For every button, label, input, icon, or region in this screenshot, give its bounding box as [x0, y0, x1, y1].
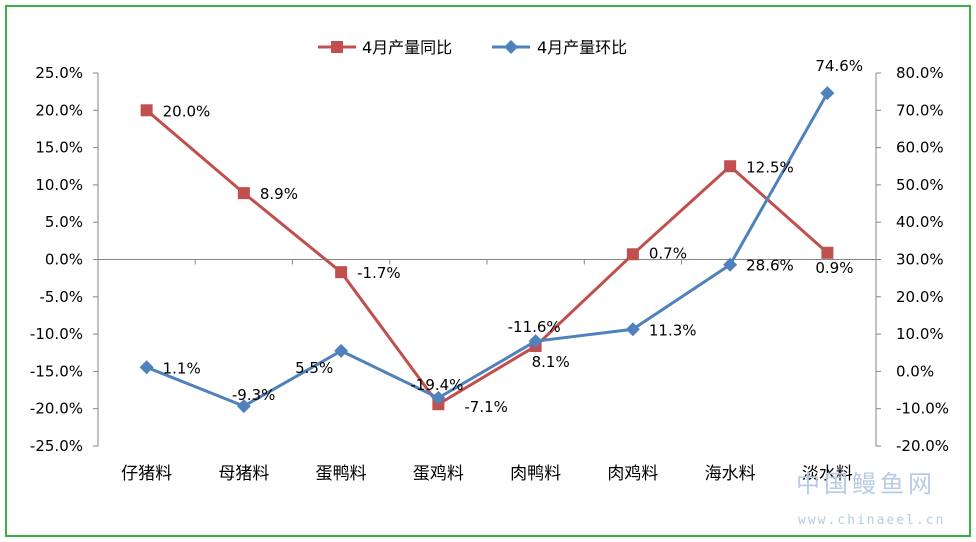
watermark-logo-text: 中国鳗鱼网 — [796, 470, 936, 498]
y-right-tick-label: 30.0% — [896, 251, 944, 269]
series-layer — [139, 86, 835, 414]
watermark: 中国鳗鱼网 www.chinaeel.cn — [796, 470, 945, 528]
y-left-tick-label: 5.0% — [45, 213, 83, 231]
legend: 4月产量同比 4月产量环比 — [318, 38, 627, 57]
series-line-yoy — [145, 109, 829, 406]
x-category-label: 肉鸡料 — [607, 464, 658, 484]
data-label-mom: 11.3% — [649, 321, 697, 339]
data-label-mom: 1.1% — [163, 359, 201, 377]
x-category-label: 肉鸭料 — [510, 464, 561, 484]
y-right-tick-label: -20.0% — [896, 437, 949, 455]
x-category-label: 海水料 — [705, 464, 756, 484]
data-label-mom: -7.1% — [464, 398, 508, 416]
y-left-tick-label: 25.0% — [35, 64, 83, 82]
x-category-label: 母猪料 — [218, 464, 269, 484]
data-point-mom — [431, 390, 446, 405]
y-left-tick-label: -5.0% — [39, 288, 83, 306]
data-label-yoy: 8.9% — [260, 185, 298, 203]
data-point-yoy — [140, 104, 153, 117]
data-point-yoy — [724, 160, 737, 173]
y-right-tick-label: 60.0% — [896, 139, 944, 157]
y-left-tick-label: 15.0% — [35, 139, 83, 157]
y-right-tick-label: 40.0% — [896, 213, 944, 231]
y-left-tick-label: 10.0% — [35, 176, 83, 194]
y-right-tick-label: 80.0% — [896, 64, 944, 82]
data-label-mom: 74.6% — [815, 57, 863, 75]
series-line-mom — [146, 92, 829, 408]
watermark-url: www.chinaeel.cn — [798, 513, 945, 528]
data-label-yoy: -11.6% — [508, 318, 561, 336]
y-right-tick-label: -10.0% — [896, 400, 949, 418]
y-right-tick-label: 20.0% — [896, 288, 944, 306]
y-right-tick-label: 70.0% — [896, 101, 944, 119]
x-category-label: 蛋鸭料 — [316, 464, 367, 484]
data-label-mom: 8.1% — [532, 353, 570, 371]
legend-label-yoy: 4月产量同比 — [362, 38, 452, 57]
y-left-tick-label: -25.0% — [30, 437, 83, 455]
y-left-tick-label: -15.0% — [30, 362, 83, 380]
data-point-mom — [236, 399, 251, 414]
data-label-mom: 28.6% — [746, 257, 794, 275]
y-right-tick-label: 0.0% — [896, 362, 934, 380]
axes: 25.0% 20.0% 15.0% 10.0% 5.0% 0.0% -5.0% -10.0% -… — [30, 64, 949, 484]
x-category-label: 仔猪料 — [121, 464, 172, 484]
data-label-yoy: 0.9% — [815, 259, 853, 277]
legend-marker-yoy — [331, 41, 343, 53]
x-category-label: 淡水料 — [802, 464, 853, 484]
data-label-yoy: -19.4% — [410, 376, 463, 394]
legend-marker-mom — [504, 40, 518, 54]
chart-border — [5, 5, 971, 537]
data-point-yoy — [237, 187, 250, 200]
data-point-yoy — [626, 248, 639, 261]
legend-label-mom: 4月产量环比 — [537, 38, 627, 57]
data-label-mom: 5.5% — [295, 359, 333, 377]
data-point-mom — [723, 257, 738, 272]
y-right-tick-label: 10.0% — [896, 325, 944, 343]
y-left-tick-label: -10.0% — [30, 325, 83, 343]
y-left-tick-label: 20.0% — [35, 101, 83, 119]
y-left-tick-label: -20.0% — [30, 400, 83, 418]
y-left-tick-label: 0.0% — [45, 251, 83, 269]
data-label-yoy: 20.0% — [163, 102, 211, 120]
data-point-mom — [625, 322, 640, 337]
data-point-yoy — [335, 266, 348, 279]
data-point-mom — [528, 334, 543, 349]
data-point-yoy — [821, 246, 834, 259]
data-label-yoy: -1.7% — [357, 264, 401, 282]
y-right-tick-label: 50.0% — [896, 176, 944, 194]
data-point-mom — [139, 360, 154, 375]
x-category-label: 蛋鸡料 — [413, 464, 464, 484]
data-point-mom — [820, 86, 835, 101]
data-point-mom — [334, 343, 349, 358]
data-label-yoy: 0.7% — [649, 244, 687, 262]
data-labels: 20.0% 8.9% -1.7% -19.4% -11.6% 0.7% 12.5% 0.9% 1… — [163, 57, 863, 416]
data-label-yoy: 12.5% — [746, 158, 794, 176]
data-label-mom: -9.3% — [232, 386, 276, 404]
